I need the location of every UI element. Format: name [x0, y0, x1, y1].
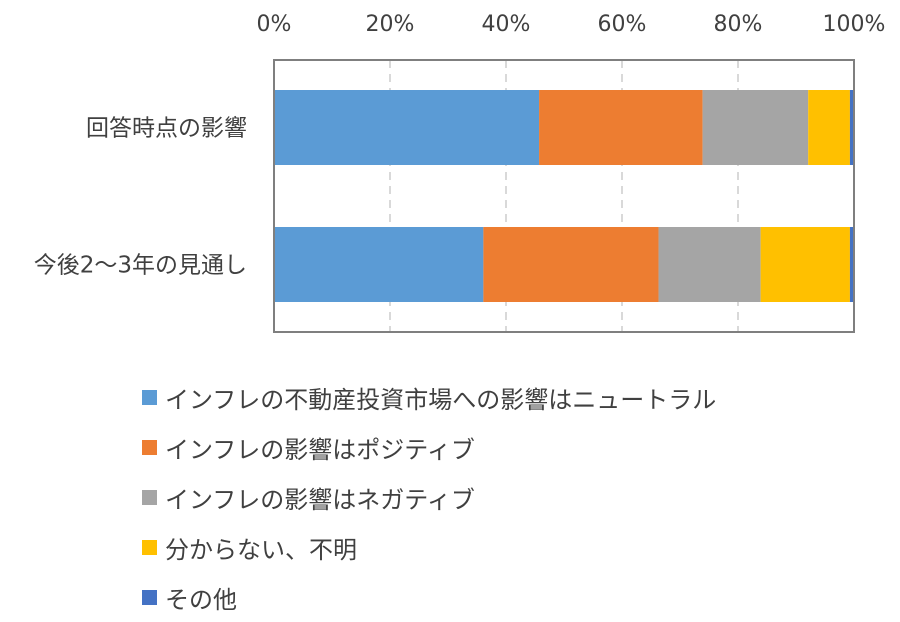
- x-axis-ticks: 0% 20% 40% 60% 80% 100%: [257, 12, 886, 37]
- legend-label-4: その他: [165, 585, 237, 614]
- legend-swatch-1: [142, 439, 157, 455]
- bar-cat0-series0: [274, 90, 540, 165]
- bar-cat1-series2: [658, 227, 761, 302]
- legend-swatch-0: [142, 389, 157, 405]
- legend-label-1: インフレの影響はポジティブ: [165, 435, 475, 464]
- x-tick-label-1: 20%: [366, 12, 415, 37]
- legend-swatch-3: [142, 539, 157, 555]
- bar-cat1-series3: [760, 227, 850, 302]
- legend-item-2: インフレの影響はネガティブ: [142, 472, 716, 522]
- legend-label-3: 分からない、不明: [165, 535, 357, 564]
- bar-cat1-series1: [483, 227, 659, 302]
- category-label-0: 回答時点の影響: [86, 116, 247, 142]
- legend-item-4: その他: [142, 572, 716, 622]
- legend-item-1: インフレの影響はポジティブ: [142, 422, 716, 472]
- bar-cat1-series0: [274, 227, 484, 302]
- x-tick-label-0: 0%: [257, 12, 292, 37]
- x-tick-label-2: 40%: [482, 12, 531, 37]
- category-label-1: 今後2～3年の見通し: [34, 253, 247, 279]
- bar-cat0-series2: [702, 90, 809, 165]
- bar-cat0-series3: [808, 90, 850, 165]
- x-tick-label-3: 60%: [598, 12, 647, 37]
- bar-cat1-series4: [849, 227, 854, 302]
- bars: [274, 90, 854, 302]
- plot-area-border: [273, 59, 855, 333]
- legend-item-3: 分からない、不明: [142, 522, 716, 572]
- legend: インフレの不動産投資市場への影響はニュートラル インフレの影響はポジティブ インフレ…: [142, 372, 716, 622]
- legend-swatch-4: [142, 589, 157, 605]
- bar-cat0-series4: [849, 90, 854, 165]
- legend-label-0: インフレの不動産投資市場への影響はニュートラル: [165, 385, 717, 414]
- x-tick-label-5: 100%: [823, 12, 886, 37]
- bar-cat0-series1: [539, 90, 703, 165]
- x-tick-label-4: 80%: [714, 12, 763, 37]
- legend-swatch-2: [142, 489, 157, 505]
- legend-label-2: インフレの影響はネガティブ: [165, 485, 475, 514]
- legend-item-0: インフレの不動産投資市場への影響はニュートラル: [142, 372, 716, 422]
